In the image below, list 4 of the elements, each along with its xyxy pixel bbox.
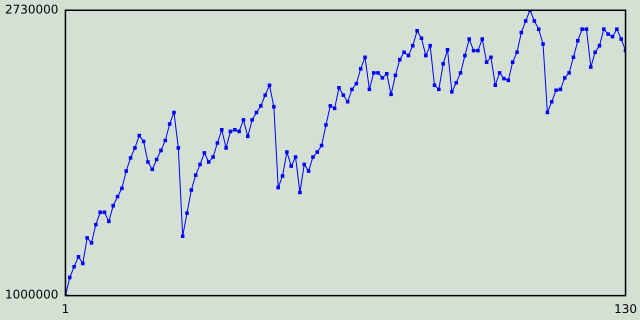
y-tick-label: 1000000 bbox=[4, 288, 58, 302]
y-tick-label: 2730000 bbox=[4, 2, 58, 16]
x-tick-label: 130 bbox=[614, 302, 637, 316]
x-tick-label: 1 bbox=[62, 302, 70, 316]
